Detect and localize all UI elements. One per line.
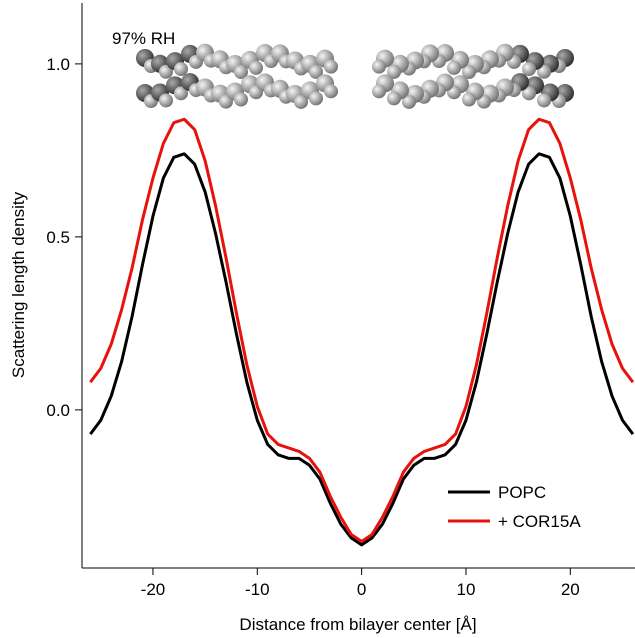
lipid-illustration [136, 43, 574, 109]
legend-label: + COR15A [498, 512, 581, 531]
atom [294, 94, 308, 109]
atom [174, 86, 188, 101]
x-tick-label: 20 [561, 580, 580, 599]
atom [462, 64, 476, 79]
atom [402, 94, 416, 109]
atom [234, 64, 248, 79]
atom [249, 60, 263, 75]
atom [387, 91, 401, 106]
atom [372, 59, 386, 74]
atom [522, 86, 536, 101]
atom [537, 64, 551, 79]
atom [462, 92, 476, 107]
atom [234, 92, 248, 107]
x-axis-label: Distance from bilayer center [Å] [239, 615, 476, 634]
y-axis-label: Scattering length density [9, 191, 28, 378]
x-tick-label: -20 [141, 580, 166, 599]
atom [522, 62, 536, 77]
y-tick-label: 0.5 [46, 228, 70, 247]
data-line [89, 117, 635, 543]
plot-area [89, 117, 635, 547]
x-tick-label: 10 [457, 580, 476, 599]
atom [324, 84, 338, 99]
x-tick-label: -10 [245, 580, 270, 599]
atom [174, 62, 188, 77]
atom [309, 91, 323, 106]
atom [159, 93, 173, 108]
y-tick-label: 1.0 [46, 55, 70, 74]
atom [324, 59, 338, 74]
atom [537, 93, 551, 108]
x-tick-label: 0 [357, 580, 366, 599]
atom [309, 64, 323, 79]
atom [447, 60, 461, 75]
y-tick-label: 0.0 [46, 401, 70, 420]
data-line [89, 152, 635, 547]
atom [159, 64, 173, 79]
atom [372, 84, 386, 99]
legend-label: POPC [498, 483, 546, 502]
annotation: 97% RH [112, 29, 175, 48]
atom [387, 64, 401, 79]
